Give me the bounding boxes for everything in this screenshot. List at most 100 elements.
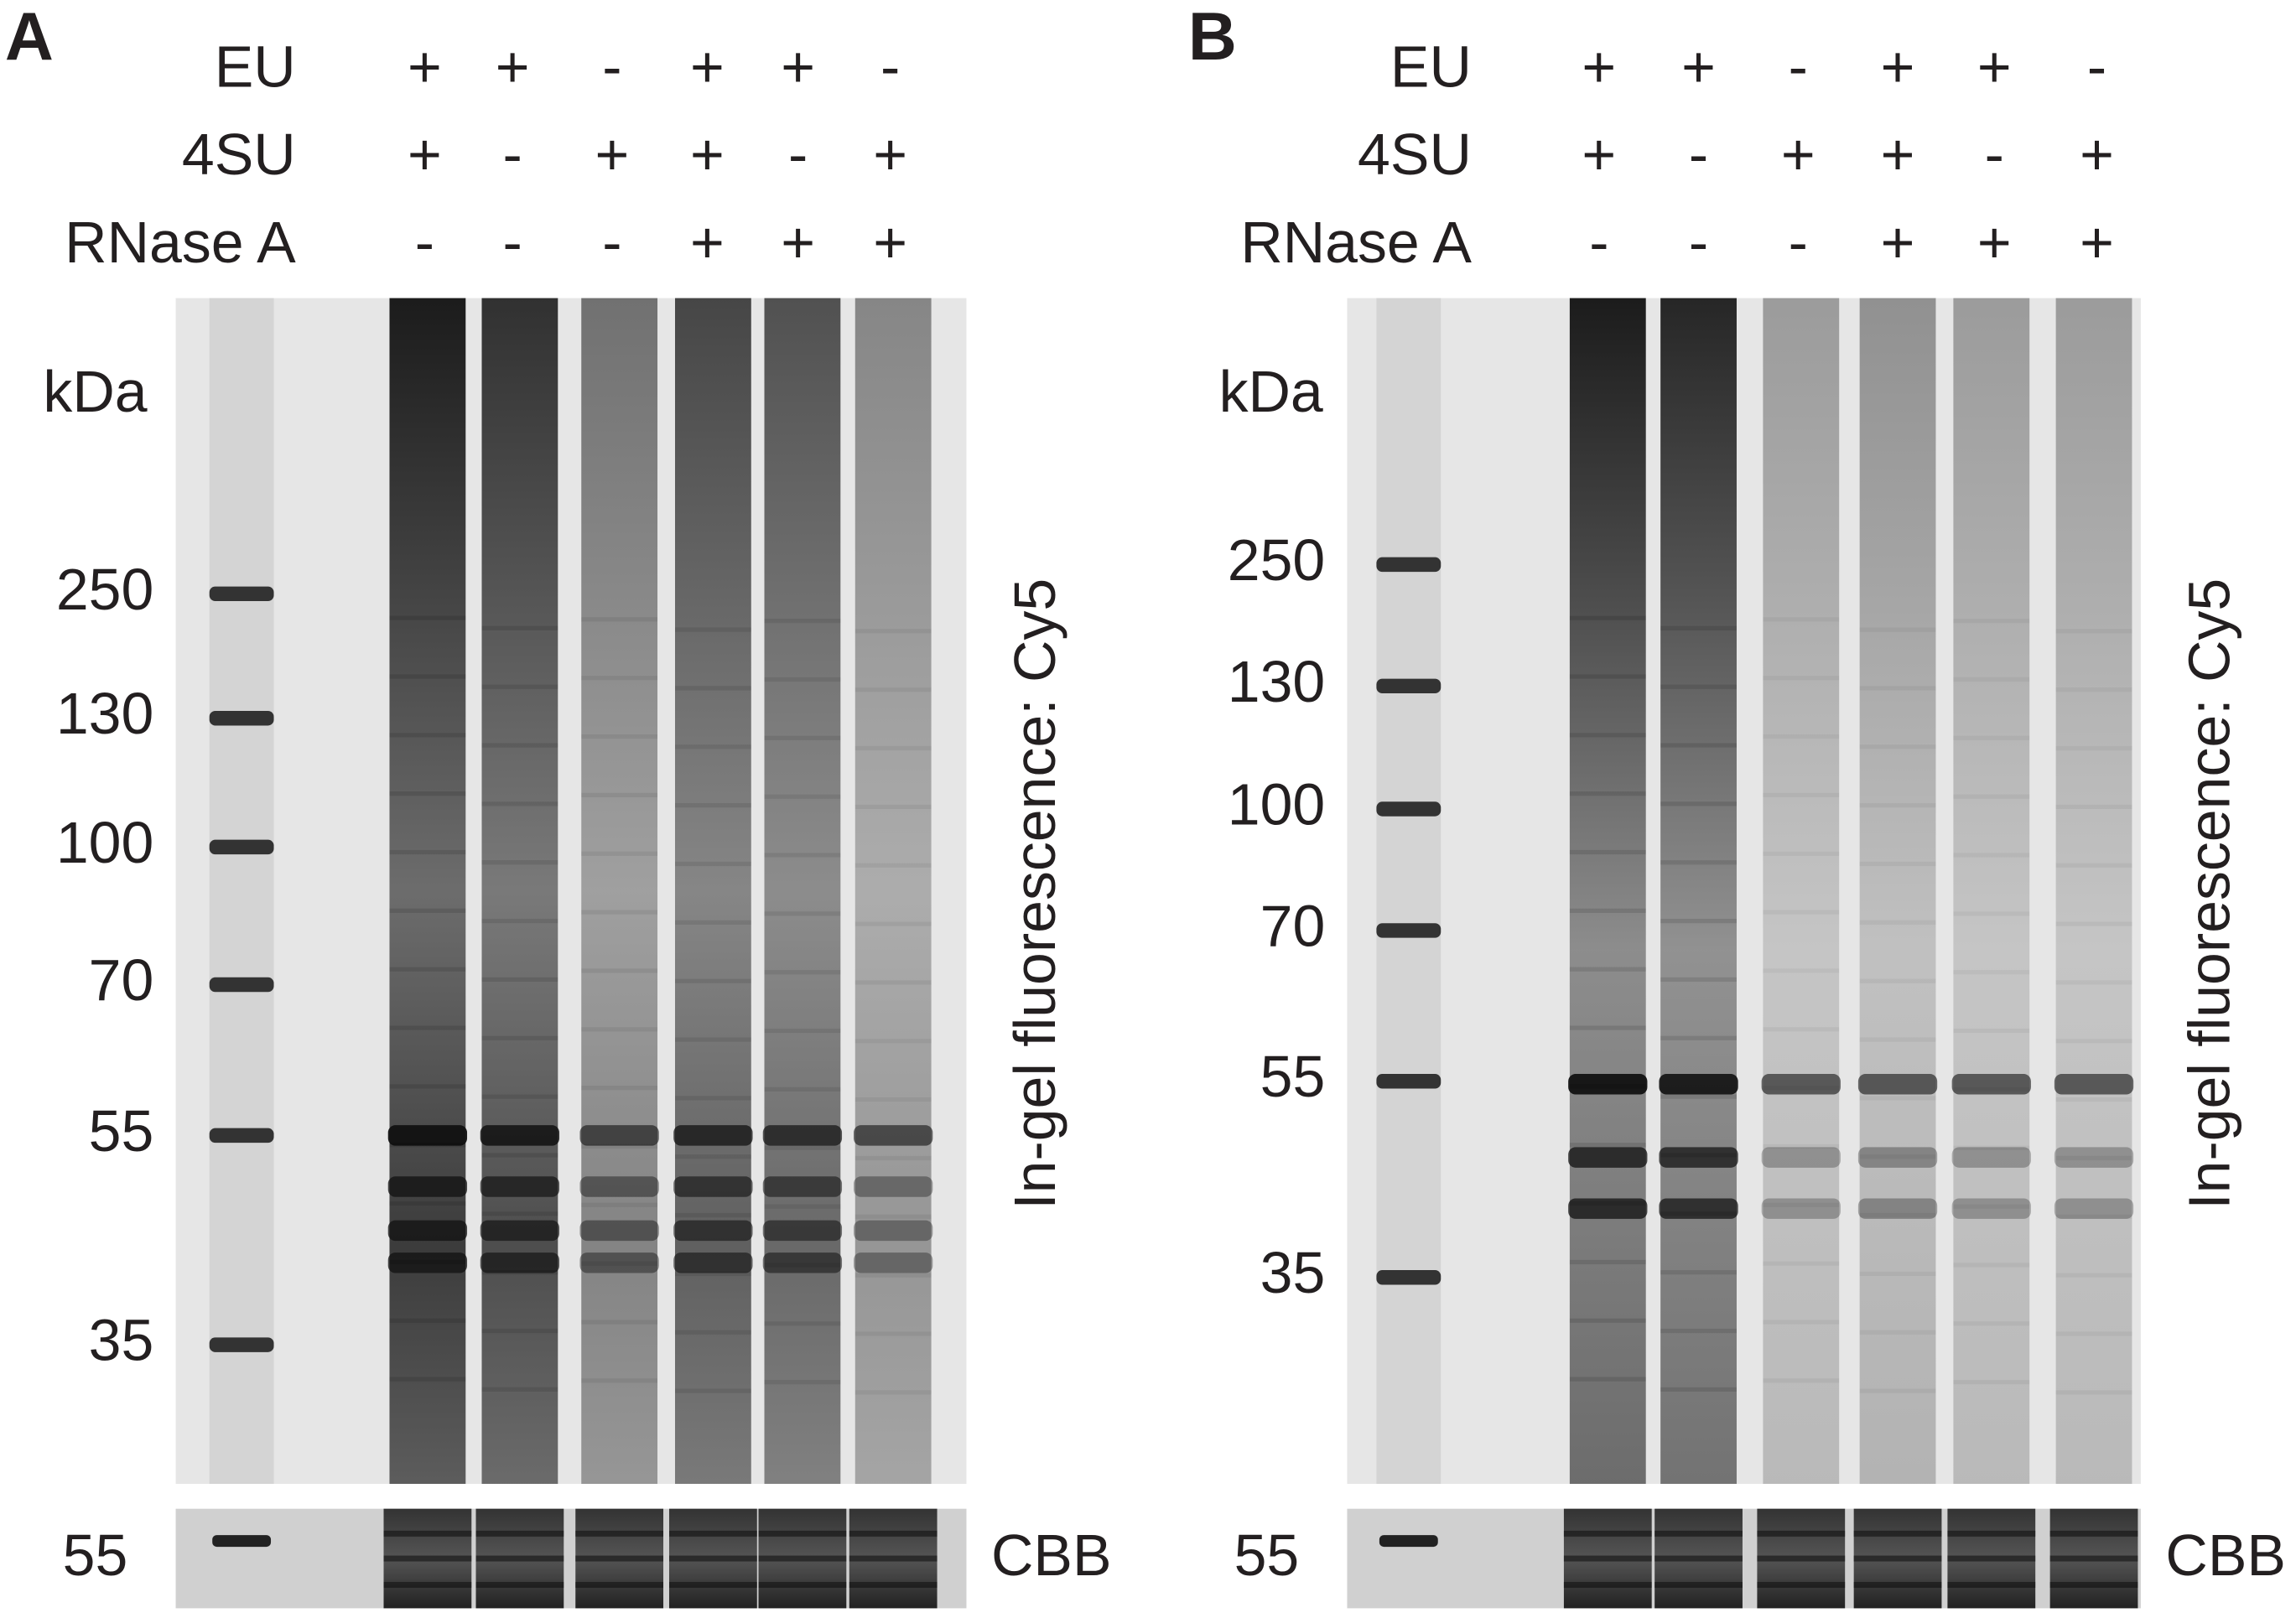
protein-band bbox=[480, 1176, 560, 1197]
faint-band bbox=[581, 1202, 658, 1207]
faint-band bbox=[1953, 735, 2030, 740]
faint-band bbox=[2055, 1097, 2132, 1102]
faint-band bbox=[1660, 801, 1737, 806]
faint-band bbox=[481, 1387, 558, 1392]
faint-band bbox=[389, 1025, 466, 1030]
condition-label: EU bbox=[1390, 34, 1472, 99]
faint-band bbox=[581, 617, 658, 622]
protein-band bbox=[579, 1176, 659, 1197]
faint-band bbox=[1953, 1145, 2030, 1150]
condition-sign: + bbox=[1977, 210, 2012, 275]
faint-band bbox=[764, 1028, 841, 1034]
protein-band bbox=[2054, 1147, 2134, 1168]
protein-band bbox=[1761, 1198, 1841, 1219]
faint-band bbox=[581, 1261, 658, 1266]
unit-label: kDa bbox=[1219, 359, 1323, 424]
faint-band bbox=[1953, 618, 2030, 624]
marker-band bbox=[209, 839, 274, 855]
marker-band bbox=[1376, 1074, 1441, 1089]
faint-band bbox=[481, 1211, 558, 1216]
faint-band bbox=[1660, 1211, 1737, 1216]
condition-sign: - bbox=[1589, 210, 1608, 275]
faint-band bbox=[1763, 734, 1840, 739]
faint-band bbox=[855, 745, 932, 751]
faint-band bbox=[1953, 911, 2030, 916]
protein-band bbox=[1857, 1074, 1938, 1095]
marker-label: 70 bbox=[1260, 893, 1326, 958]
condition-label: RNase A bbox=[65, 210, 296, 275]
condition-sign: + bbox=[1977, 34, 2012, 99]
condition-sign: - bbox=[880, 34, 900, 99]
cbb-band bbox=[475, 1581, 564, 1588]
condition-sign: + bbox=[1881, 210, 1915, 275]
condition-sign: - bbox=[1689, 210, 1708, 275]
sample-lane bbox=[764, 298, 841, 1484]
marker-label: 100 bbox=[1228, 771, 1326, 837]
protein-band bbox=[1659, 1198, 1738, 1219]
faint-band bbox=[389, 1201, 466, 1206]
faint-band bbox=[1763, 1261, 1840, 1266]
faint-band bbox=[674, 861, 751, 867]
marker-band bbox=[209, 1128, 274, 1143]
protein-band bbox=[387, 1125, 468, 1146]
protein-band bbox=[387, 1220, 468, 1242]
condition-sign: + bbox=[408, 122, 442, 187]
faint-band bbox=[674, 744, 751, 749]
panel-label: B bbox=[1188, 0, 1237, 75]
cbb-band bbox=[1654, 1530, 1743, 1537]
faint-band bbox=[2055, 687, 2132, 692]
cbb-band bbox=[1654, 1555, 1743, 1562]
cbb-band bbox=[1947, 1530, 2036, 1537]
cbb-band bbox=[758, 1581, 847, 1588]
marker-label: 100 bbox=[56, 810, 154, 875]
condition-sign: + bbox=[2080, 210, 2114, 275]
condition-sign: + bbox=[873, 210, 907, 275]
faint-band bbox=[1763, 676, 1840, 681]
protein-band bbox=[1761, 1074, 1841, 1095]
faint-band bbox=[674, 627, 751, 632]
faint-band bbox=[1859, 861, 1936, 867]
condition-sign: - bbox=[415, 210, 434, 275]
faint-band bbox=[1859, 1388, 1936, 1393]
loading-marker: 55 bbox=[1234, 1522, 1300, 1588]
faint-band bbox=[764, 911, 841, 916]
protein-band bbox=[1568, 1074, 1648, 1095]
marker-band bbox=[209, 711, 274, 726]
faint-band bbox=[764, 735, 841, 740]
faint-band bbox=[389, 1084, 466, 1089]
cbb-band bbox=[575, 1581, 664, 1588]
cbb-band bbox=[1853, 1555, 1942, 1562]
cbb-band bbox=[575, 1530, 664, 1537]
condition-sign: + bbox=[781, 210, 815, 275]
protein-band bbox=[1568, 1147, 1648, 1168]
cbb-band bbox=[2049, 1530, 2138, 1537]
faint-band bbox=[855, 1390, 932, 1395]
faint-band bbox=[481, 1153, 558, 1158]
faint-band bbox=[855, 687, 932, 692]
protein-band bbox=[1761, 1147, 1841, 1168]
faint-band bbox=[1859, 627, 1936, 632]
faint-band bbox=[389, 1318, 466, 1323]
cbb-band bbox=[383, 1530, 472, 1537]
protein-band bbox=[673, 1125, 753, 1146]
faint-band bbox=[1859, 744, 1936, 749]
faint-band bbox=[855, 921, 932, 926]
faint-band bbox=[581, 851, 658, 856]
faint-band bbox=[389, 1259, 466, 1265]
condition-label: 4SU bbox=[1358, 122, 1472, 187]
condition-sign: + bbox=[690, 210, 725, 275]
faint-band bbox=[674, 1330, 751, 1335]
faint-band bbox=[1660, 625, 1737, 630]
faint-band bbox=[1859, 1271, 1936, 1277]
faint-band bbox=[2055, 863, 2132, 868]
protein-band bbox=[762, 1220, 843, 1242]
condition-label: 4SU bbox=[182, 122, 296, 187]
cbb-band bbox=[383, 1555, 472, 1562]
protein-band bbox=[854, 1125, 933, 1146]
faint-band bbox=[389, 967, 466, 972]
faint-band bbox=[1569, 1377, 1646, 1382]
sample-lane bbox=[581, 298, 658, 1484]
marker-label: 35 bbox=[89, 1308, 154, 1373]
condition-sign: - bbox=[503, 122, 522, 187]
